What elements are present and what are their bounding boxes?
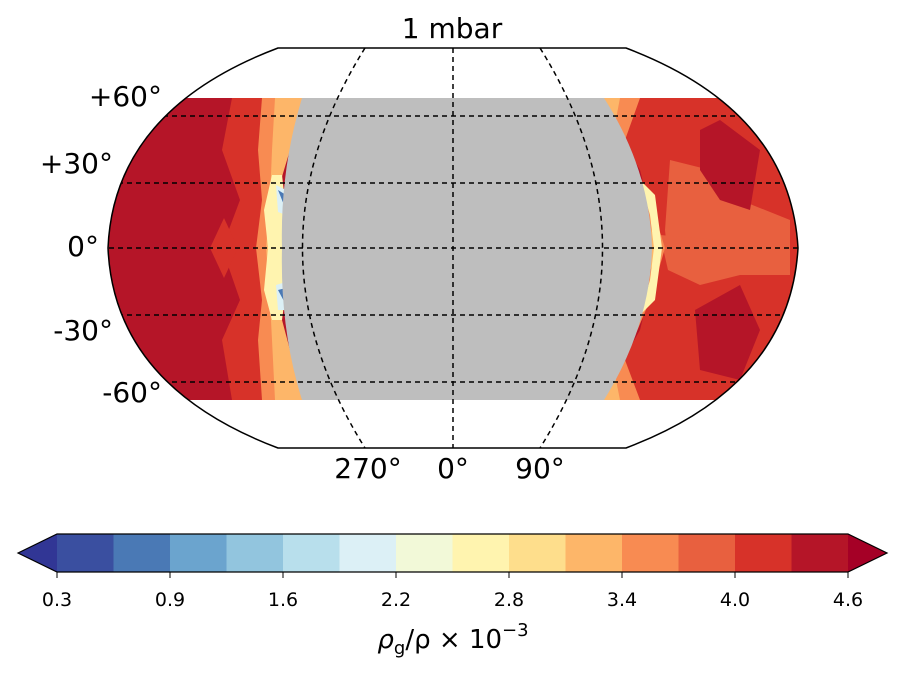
colorbar-swatch xyxy=(452,534,510,572)
gridlines xyxy=(108,48,798,448)
colorbar-label-sub: g xyxy=(394,638,405,659)
lat-label-30: +30° xyxy=(40,147,113,180)
colorbar-swatch xyxy=(283,534,340,572)
colorbar-tick-label: 2.8 xyxy=(494,589,524,611)
colorbar-ticks: 0.3 0.9 1.6 2.2 2.8 3.4 4.0 4.6 xyxy=(42,572,863,611)
contour-right-5 xyxy=(695,285,760,380)
lon-label-0: 0° xyxy=(437,452,469,485)
data-field xyxy=(108,98,798,400)
colorbar-tick-label: 0.3 xyxy=(42,589,72,611)
chart-title: 1 mbar xyxy=(402,12,503,45)
map-outline xyxy=(107,47,799,449)
colorbar-swatch xyxy=(791,534,849,572)
lon-label-90: 90° xyxy=(515,452,565,485)
colorbar-tick-label: 2.2 xyxy=(381,589,411,611)
colorbar-label-mid: /ρ × 10 xyxy=(405,625,502,655)
gridline-lon-90 xyxy=(539,48,604,448)
colorbar-swatch xyxy=(565,534,623,572)
colorbar-tick-label: 4.6 xyxy=(833,589,863,611)
colorbar-tick-label: 0.9 xyxy=(155,589,185,611)
lat-label-m60: -60° xyxy=(102,376,162,409)
colorbar-swatch xyxy=(678,534,736,572)
lat-label-0: 0° xyxy=(67,230,99,263)
colorbar-label-sup: −3 xyxy=(502,620,529,641)
masked-region xyxy=(281,98,652,400)
colorbar-swatch xyxy=(113,534,171,572)
lat-label-60: +60° xyxy=(89,80,162,113)
colorbar-swatch xyxy=(57,534,114,572)
contour-left-2 xyxy=(256,98,300,400)
colorbar-swatch xyxy=(509,534,566,572)
colorbar-swatch xyxy=(226,534,284,572)
colorbar-tick-label: 1.6 xyxy=(268,589,298,611)
lat-label-m30: -30° xyxy=(53,314,113,347)
contour-left-diamond xyxy=(210,218,238,278)
contour-right-8 xyxy=(640,180,662,315)
colorbar-label: ρg/ρ × 10−3 xyxy=(377,620,528,659)
contour-left-3 xyxy=(266,98,305,400)
colorbar-swatch xyxy=(396,534,453,572)
map: +60° +30° 0° -30° -60° 270° 0° 90° xyxy=(40,47,799,485)
colorbar-tick-label: 3.4 xyxy=(607,589,637,611)
colorbar-swatch xyxy=(170,534,227,572)
colorbar-swatch xyxy=(622,534,679,572)
colorbar-extend-min xyxy=(18,534,57,572)
colorbar-swatch xyxy=(339,534,397,572)
colorbar xyxy=(16,533,889,573)
contour-right-4 xyxy=(700,120,760,210)
colorbar-tick-label: 4.0 xyxy=(720,589,750,611)
lon-label-270: 270° xyxy=(334,452,401,485)
colorbar-swatch xyxy=(735,534,792,572)
gridline-lon-270 xyxy=(301,48,366,448)
colorbar-label-base: ρ xyxy=(377,625,394,655)
colorbar-extend-max xyxy=(848,534,887,572)
